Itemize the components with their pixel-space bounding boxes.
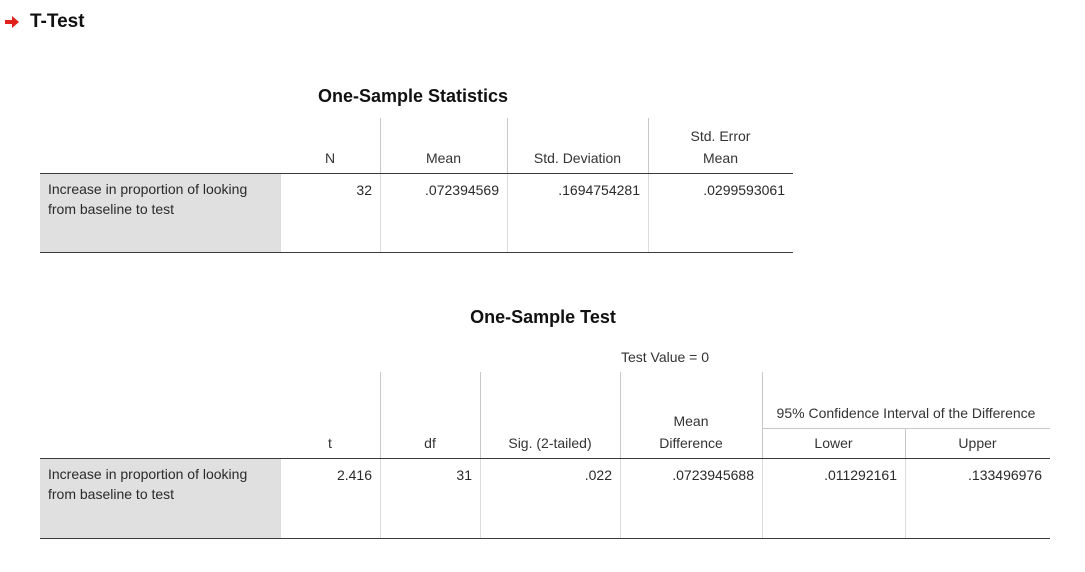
data-cell: .1694754281 — [507, 173, 648, 252]
column-header: Std. Error Mean — [648, 118, 793, 173]
column-divider — [620, 458, 621, 538]
column-divider — [620, 372, 621, 458]
arrow-icon — [5, 16, 19, 28]
test-value-header: Test Value = 0 — [280, 345, 1050, 372]
column-divider — [905, 458, 906, 538]
column-divider — [380, 458, 381, 538]
column-divider — [480, 458, 481, 538]
group-header: 95% Confidence Interval of the Differenc… — [762, 372, 1050, 428]
row-header-text: Increase in proportion of looking from b… — [48, 466, 248, 502]
row-header-text: Increase in proportion of looking from b… — [48, 181, 248, 217]
data-cell-text: .0299593061 — [703, 182, 785, 198]
column-divider — [762, 372, 763, 458]
column-header-text: Upper — [958, 435, 997, 451]
data-cell-text: 2.416 — [336, 467, 372, 483]
column-header: Std. Deviation — [507, 118, 648, 173]
data-cell-text: .022 — [584, 467, 612, 483]
table-rule — [40, 538, 1050, 539]
data-cell-text: .133496976 — [968, 467, 1042, 483]
data-cell: .011292161 — [762, 458, 905, 538]
table-title: One-Sample Test — [470, 307, 616, 327]
column-divider — [380, 118, 381, 173]
data-cell: .133496976 — [905, 458, 1050, 538]
group-rule — [762, 428, 1050, 429]
data-cell: .072394569 — [380, 173, 507, 252]
column-header-text: t — [328, 435, 332, 451]
data-cell: 32 — [280, 173, 380, 252]
column-header: Upper — [905, 428, 1050, 458]
data-cell-text: .0723945688 — [672, 467, 754, 483]
table-title: One-Sample Statistics — [317, 86, 509, 106]
column-divider — [507, 173, 508, 252]
column-divider — [648, 173, 649, 252]
column-header-text: Std. Deviation — [533, 150, 622, 166]
data-cell: .022 — [480, 458, 620, 538]
column-divider — [280, 458, 281, 538]
column-divider — [480, 372, 481, 458]
column-header-text: Lower — [814, 435, 853, 451]
column-header-text: Mean Difference — [659, 413, 723, 451]
column-divider — [648, 118, 649, 173]
data-cell-text: 32 — [356, 182, 372, 198]
page-title: T-Test — [30, 11, 85, 32]
column-header: df — [380, 372, 480, 458]
column-divider — [280, 173, 281, 252]
column-header-text: df — [424, 435, 436, 451]
table-rule — [40, 252, 793, 253]
header-rule — [40, 458, 1050, 459]
column-header: Lower — [762, 428, 905, 458]
column-header: Sig. (2-tailed) — [480, 372, 620, 458]
group-header-text: 95% Confidence Interval of the Differenc… — [776, 405, 1036, 421]
data-cell-text: 31 — [456, 467, 472, 483]
column-divider — [380, 372, 381, 458]
data-cell: 2.416 — [280, 458, 380, 538]
column-header-text: Std. Error Mean — [690, 128, 751, 166]
column-divider — [380, 173, 381, 252]
test-value-header-text: Test Value = 0 — [620, 349, 710, 365]
column-divider — [905, 428, 906, 458]
column-header: Mean — [380, 118, 507, 173]
header-rule — [40, 173, 793, 174]
data-cell-text: .011292161 — [824, 467, 897, 483]
column-divider — [507, 118, 508, 173]
row-header: Increase in proportion of looking from b… — [40, 173, 280, 252]
column-header: t — [280, 372, 380, 458]
row-header: Increase in proportion of looking from b… — [40, 458, 280, 538]
column-header-text: N — [324, 150, 336, 166]
data-cell-text: .072394569 — [425, 182, 499, 198]
column-header-text: Sig. (2-tailed) — [508, 435, 592, 451]
data-cell: 31 — [380, 458, 480, 538]
column-header: N — [280, 118, 380, 173]
column-divider — [762, 458, 763, 538]
data-cell: .0299593061 — [648, 173, 793, 252]
column-header-text: Mean — [425, 150, 462, 166]
column-header: Mean Difference — [620, 372, 762, 458]
data-cell: .0723945688 — [620, 458, 762, 538]
data-cell-text: .1694754281 — [558, 182, 640, 198]
